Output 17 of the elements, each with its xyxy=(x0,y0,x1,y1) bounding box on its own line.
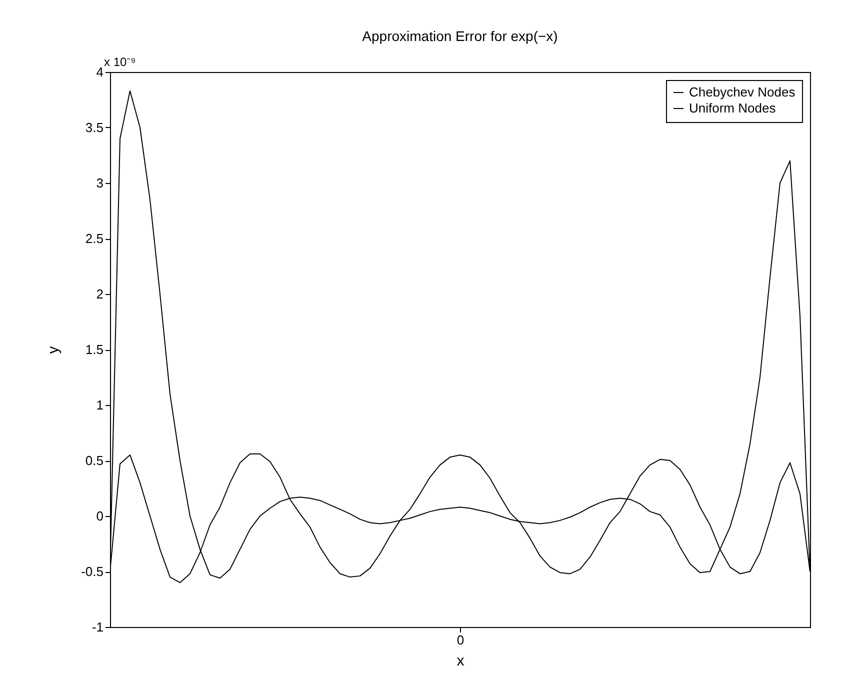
y-tick-label: 2.5 xyxy=(85,231,104,246)
text: x 10⁻⁹ xyxy=(104,55,136,69)
y-tick-label: -1 xyxy=(92,620,104,634)
y-tick-label: 1.5 xyxy=(85,342,104,357)
y-tick-label: 3 xyxy=(96,176,104,190)
x-axis-title: x xyxy=(456,652,465,670)
y-tick-label: -0.5 xyxy=(81,564,104,579)
legend-label: Uniform Nodes xyxy=(689,100,776,116)
y-tick-label: 3.5 xyxy=(85,120,104,135)
legend-label: Chebychev Nodes xyxy=(689,84,796,100)
y-axis-title: y xyxy=(45,346,62,354)
y-tick-label: 1 xyxy=(96,398,104,412)
y-tick-label: 2 xyxy=(96,286,104,302)
y-tick-label: 0.5 xyxy=(85,453,104,468)
y-tick-label: 0 xyxy=(96,508,104,524)
y-tick-label: 4 xyxy=(96,64,104,80)
chart-title: Approximation Error for exp(−x) xyxy=(362,28,558,44)
